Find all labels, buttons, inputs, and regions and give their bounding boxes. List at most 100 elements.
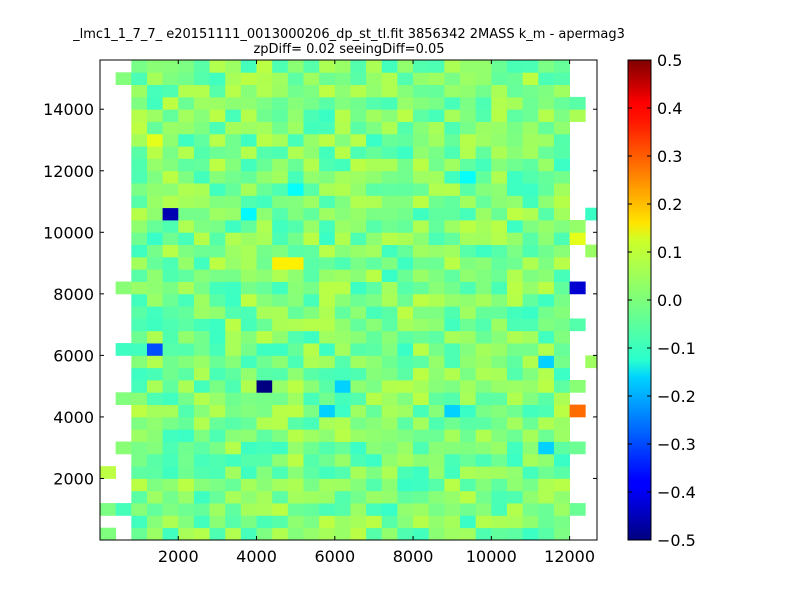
heatmap-cell	[460, 416, 477, 430]
heatmap-cell	[350, 453, 367, 467]
heatmap-cell	[506, 158, 524, 172]
heatmap-cell	[428, 416, 445, 430]
heatmap-cell	[334, 318, 351, 332]
heatmap-cell	[413, 343, 430, 356]
heatmap-cell	[413, 404, 430, 418]
heatmap-cell	[303, 121, 320, 135]
heatmap-cell	[303, 170, 320, 184]
heatmap-cell	[397, 84, 414, 98]
heatmap-cell	[334, 343, 351, 356]
heatmap-cell	[146, 244, 164, 258]
heatmap-cell	[460, 527, 477, 541]
heatmap-cell	[209, 343, 226, 356]
heatmap-cell	[397, 343, 414, 356]
heatmap-cell	[460, 269, 477, 282]
heatmap-cell	[460, 355, 477, 369]
heatmap-cell	[397, 96, 414, 110]
heatmap-cell	[397, 416, 414, 430]
heatmap-cell	[506, 96, 524, 110]
heatmap-cell	[522, 121, 539, 135]
heatmap-cell	[366, 158, 383, 172]
heatmap-cell	[381, 109, 398, 122]
heatmap-cell	[444, 453, 461, 467]
heatmap-cell	[162, 121, 179, 135]
heatmap-cell	[256, 343, 273, 356]
heatmap-cell	[381, 269, 398, 282]
heatmap-cell	[225, 416, 242, 430]
heatmap-cell	[272, 256, 289, 270]
heatmap-cell	[272, 503, 289, 516]
heatmap-cell	[506, 466, 524, 479]
heatmap-cell	[350, 392, 367, 406]
heatmap-cell	[303, 60, 320, 73]
heatmap-cell	[131, 380, 148, 393]
heatmap-cell	[569, 109, 586, 122]
heatmap-cell	[131, 318, 148, 332]
heatmap-cell	[413, 503, 430, 516]
heatmap-cell	[553, 490, 570, 504]
heatmap-cell	[553, 515, 570, 529]
heatmap-cell	[178, 244, 195, 258]
heatmap-cell	[303, 343, 320, 356]
heatmap-cell	[287, 72, 304, 86]
heatmap-cell	[146, 293, 164, 307]
heatmap-cell	[240, 429, 257, 442]
heatmap-cell	[397, 527, 414, 541]
heatmap-cell	[381, 355, 398, 369]
heatmap-cell	[303, 515, 320, 529]
heatmap-cell	[162, 392, 179, 406]
heatmap-cell	[225, 453, 242, 467]
heatmap-cell	[460, 281, 477, 295]
heatmap-cell	[131, 330, 148, 344]
heatmap-cell	[553, 466, 570, 479]
heatmap-cell	[146, 220, 164, 233]
heatmap-cell	[475, 416, 492, 430]
x-tick-label: 6000	[314, 547, 355, 566]
heatmap-cell	[146, 527, 164, 541]
heatmap-cell	[193, 330, 210, 344]
heatmap-cell	[350, 84, 367, 98]
heatmap-cell	[413, 490, 430, 504]
colorbar-tick-label: −0.2	[657, 387, 696, 406]
heatmap-cell	[475, 220, 492, 233]
heatmap-cell	[366, 133, 383, 147]
heatmap-cell	[366, 503, 383, 516]
heatmap-cell	[381, 441, 398, 455]
heatmap-cell	[444, 380, 461, 393]
heatmap-cell	[350, 355, 367, 369]
heatmap-cell	[209, 306, 226, 319]
heatmap-cell	[522, 490, 539, 504]
heatmap-cell	[397, 256, 414, 270]
heatmap-cell	[366, 429, 383, 442]
heatmap-cell	[522, 84, 539, 98]
heatmap-cell	[366, 244, 383, 258]
heatmap-cell	[193, 503, 210, 516]
heatmap-cell	[131, 293, 148, 307]
heatmap-cell	[303, 330, 320, 344]
heatmap-cell	[475, 269, 492, 282]
heatmap-cell	[131, 478, 148, 492]
heatmap-cell	[475, 232, 492, 246]
heatmap-cell	[272, 183, 289, 196]
heatmap-cell	[413, 416, 430, 430]
heatmap-cell	[366, 183, 383, 196]
heatmap-cell	[303, 453, 320, 467]
heatmap-cell	[209, 281, 226, 295]
heatmap-cell	[256, 490, 273, 504]
heatmap-cell	[209, 453, 226, 467]
heatmap-cell	[522, 293, 539, 307]
heatmap-cell	[475, 490, 492, 504]
heatmap-cell	[381, 195, 398, 209]
heatmap-cell	[209, 84, 226, 98]
heatmap-cell	[240, 367, 257, 381]
colorbar-tick-label: −0.1	[657, 339, 696, 358]
heatmap-cell	[538, 429, 555, 442]
heatmap-cell	[272, 367, 289, 381]
heatmap-cell	[334, 84, 351, 98]
heatmap-cell	[538, 330, 555, 344]
heatmap-cell	[538, 195, 555, 209]
heatmap-cell	[303, 109, 320, 122]
heatmap-cell	[272, 232, 289, 246]
heatmap-cell	[162, 256, 179, 270]
heatmap-cell	[319, 183, 336, 196]
